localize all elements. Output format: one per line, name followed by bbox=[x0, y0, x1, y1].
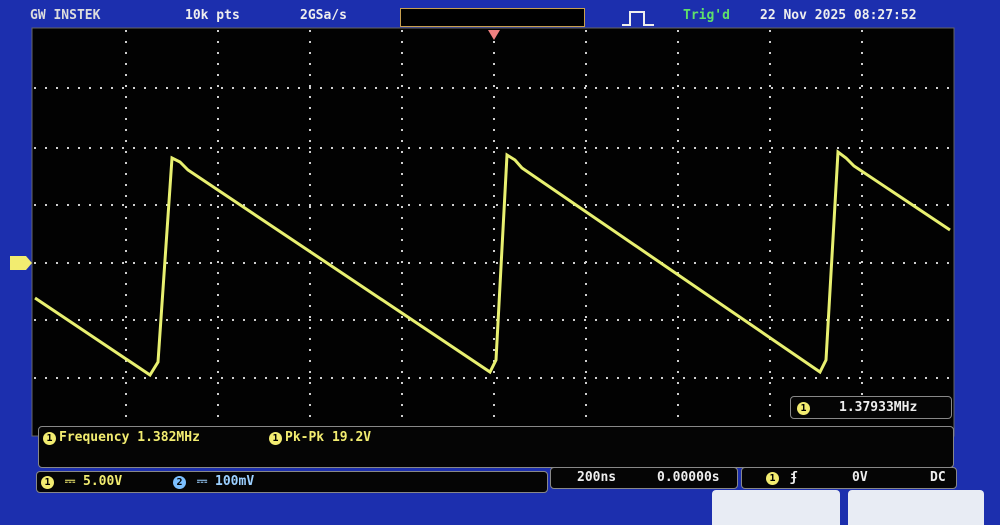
counter-box: 1 1.37933MHz bbox=[790, 396, 952, 419]
measure-label: Pk-Pk bbox=[285, 430, 325, 445]
softkey[interactable] bbox=[712, 490, 840, 525]
counter-value: 1.37933MHz bbox=[839, 400, 918, 415]
trigger-box: 1 ʄ 0V DC bbox=[741, 467, 957, 489]
trigger-coupling: DC bbox=[930, 470, 946, 485]
channel-scale: 5.00V bbox=[83, 474, 123, 489]
trigger-status: Trig'd bbox=[683, 8, 730, 23]
trigger-icon bbox=[622, 11, 654, 26]
measure-label: Frequency bbox=[59, 430, 130, 445]
record-length: 10k pts bbox=[185, 8, 240, 23]
horizontal-box: 200ns 0.00000s bbox=[550, 467, 738, 489]
h-position: 0.00000s bbox=[657, 470, 720, 485]
channel-badge: 1 bbox=[43, 432, 56, 445]
channel-badge: 2 bbox=[173, 476, 186, 489]
channel-bar: 1 ⎓ 5.00V 2 ⎓ 100mV bbox=[36, 471, 548, 493]
softkey[interactable] bbox=[848, 490, 984, 525]
channel-badge: 1 bbox=[797, 402, 810, 415]
brand: GW INSTEK bbox=[30, 8, 101, 23]
timebase: 200ns bbox=[577, 470, 617, 485]
sample-rate: 2GSa/s bbox=[300, 8, 347, 23]
measure-value: 19.2V bbox=[331, 430, 372, 445]
channel-badge: 1 bbox=[269, 432, 282, 445]
measurement-bar: 1 Frequency 1.382MHz 1 Pk-Pk 19.2V bbox=[38, 426, 954, 468]
channel-badge: 1 bbox=[41, 476, 54, 489]
memory-bar bbox=[400, 8, 585, 27]
channel-scale: 100mV bbox=[215, 474, 255, 489]
channel-badge: 1 bbox=[766, 472, 779, 485]
datetime: 22 Nov 2025 08:27:52 bbox=[760, 8, 917, 23]
trigger-level: 0V bbox=[852, 470, 868, 485]
measure-value: 1.382MHz bbox=[137, 430, 200, 445]
